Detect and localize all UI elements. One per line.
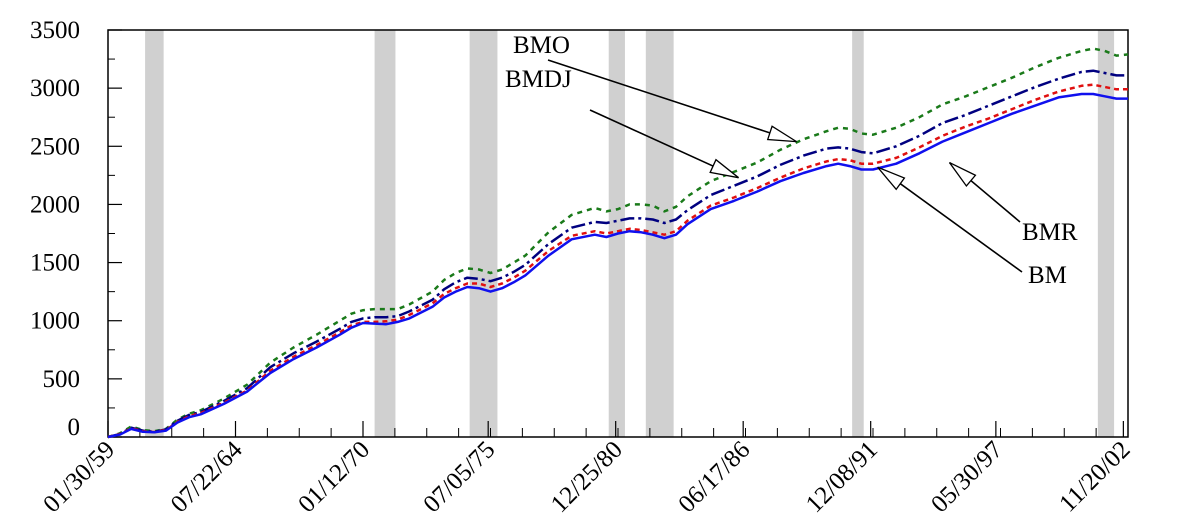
x-tick-label: 01/30/59	[38, 436, 120, 518]
annotation-bmo: BMO	[513, 32, 570, 59]
recession-band-6	[1097, 30, 1115, 437]
annotation-arrow-line	[877, 166, 1023, 273]
y-tick-label: 0	[68, 414, 81, 441]
y-tick-label: 500	[43, 366, 81, 393]
x-tick-label: 12/08/91	[801, 436, 883, 518]
x-tick-label: 07/22/64	[166, 436, 248, 518]
x-tick-label: 12/25/80	[546, 436, 628, 518]
y-tick-label: 3500	[30, 17, 80, 44]
series-line-bmdj	[107, 69, 1128, 439]
x-tick-label: 11/20/02	[1054, 436, 1135, 517]
y-tick-label: 2500	[30, 133, 80, 160]
plot-frame	[107, 29, 1129, 438]
annotation-arrow-line	[547, 59, 797, 143]
x-tick-label: 06/17/86	[673, 436, 755, 518]
series-annotations: BMO BMDJ BMR BM	[505, 32, 1078, 289]
annotation-bmr: BMR	[1022, 219, 1078, 246]
y-tick-label: 2000	[30, 191, 80, 218]
y-tick-label: 1500	[30, 250, 80, 277]
y-tick-labels: 0 500 1000 1500 2000 2500 3000 3500	[30, 17, 80, 441]
recession-band-2	[469, 30, 498, 437]
annotation-bm: BM	[1028, 262, 1067, 289]
series-line-bmo	[107, 47, 1129, 439]
recession-band-1	[374, 30, 396, 437]
x-tick-label: 05/30/97	[926, 436, 1008, 518]
annotation-arrowhead	[709, 158, 739, 179]
annotation-arrowhead	[766, 125, 797, 143]
annotation-arrowhead	[948, 161, 977, 188]
x-tick-label: 01/12/70	[293, 436, 375, 518]
recession-band-5	[852, 30, 864, 437]
series-line-bm	[107, 92, 1128, 439]
x-tick-labels: 01/30/59 07/22/64 01/12/70 07/05/75 12/25/80…	[38, 436, 1135, 518]
y-tick-label: 3000	[30, 75, 80, 102]
annotation-bmdj: BMDJ	[505, 66, 572, 93]
recession-bands	[145, 30, 1115, 437]
series-line-bmr	[107, 83, 1128, 439]
y-tick-label: 1000	[30, 308, 80, 335]
recession-band-0	[145, 30, 164, 437]
annotation-arrowhead	[877, 166, 906, 191]
series-lines	[107, 47, 1129, 439]
x-tick-label: 07/05/75	[418, 436, 500, 518]
